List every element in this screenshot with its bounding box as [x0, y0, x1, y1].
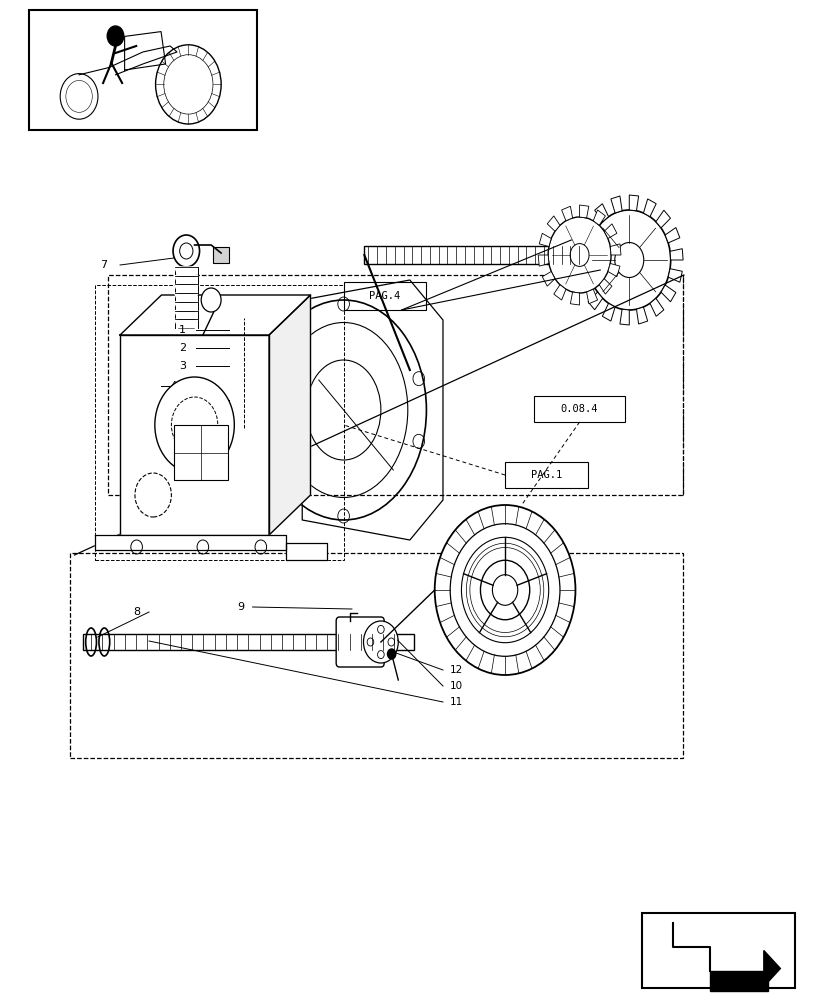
- Polygon shape: [174, 319, 198, 328]
- Polygon shape: [660, 285, 675, 302]
- Bar: [641, 913, 794, 988]
- FancyBboxPatch shape: [336, 617, 384, 667]
- Polygon shape: [601, 303, 614, 321]
- Text: 11: 11: [449, 697, 462, 707]
- Bar: [70, 553, 682, 758]
- Polygon shape: [174, 293, 198, 302]
- Polygon shape: [643, 199, 655, 217]
- Text: 12: 12: [449, 665, 462, 675]
- Polygon shape: [607, 263, 619, 277]
- Circle shape: [171, 397, 218, 453]
- Polygon shape: [710, 970, 767, 990]
- Bar: [504, 462, 587, 488]
- Polygon shape: [664, 228, 679, 243]
- Circle shape: [173, 235, 199, 267]
- Polygon shape: [587, 292, 602, 310]
- Polygon shape: [649, 298, 663, 316]
- Polygon shape: [570, 292, 579, 305]
- Polygon shape: [604, 224, 616, 239]
- Bar: [83, 634, 414, 650]
- Text: PAG.1: PAG.1: [530, 470, 562, 480]
- Polygon shape: [553, 285, 566, 300]
- Bar: [213, 247, 229, 263]
- Polygon shape: [120, 295, 310, 335]
- Text: 2: 2: [179, 343, 186, 353]
- Ellipse shape: [229, 340, 258, 356]
- Bar: [161, 376, 186, 396]
- Circle shape: [547, 217, 610, 293]
- Polygon shape: [538, 233, 551, 247]
- Circle shape: [387, 649, 395, 659]
- Circle shape: [201, 288, 221, 312]
- Text: 8: 8: [133, 607, 141, 617]
- Polygon shape: [120, 335, 269, 535]
- Polygon shape: [609, 244, 620, 255]
- Text: PAG.4: PAG.4: [369, 291, 400, 301]
- Polygon shape: [174, 311, 198, 319]
- Polygon shape: [669, 249, 682, 260]
- Polygon shape: [269, 295, 310, 535]
- Polygon shape: [174, 276, 198, 284]
- Bar: [95, 285, 343, 560]
- Bar: [108, 275, 682, 495]
- Polygon shape: [629, 195, 638, 211]
- Circle shape: [570, 244, 588, 266]
- Polygon shape: [542, 271, 554, 286]
- Polygon shape: [592, 210, 605, 225]
- Circle shape: [108, 26, 124, 46]
- Text: 4: 4: [170, 381, 177, 391]
- Polygon shape: [610, 196, 621, 213]
- Circle shape: [434, 505, 575, 675]
- Polygon shape: [538, 255, 548, 266]
- Circle shape: [135, 473, 171, 517]
- Text: 10: 10: [449, 681, 462, 691]
- Text: 4: 4: [179, 381, 186, 391]
- Polygon shape: [636, 307, 647, 324]
- Polygon shape: [174, 302, 198, 311]
- Polygon shape: [599, 279, 611, 294]
- Polygon shape: [762, 950, 779, 986]
- Bar: [29, 10, 256, 130]
- Circle shape: [363, 621, 398, 663]
- Polygon shape: [578, 277, 593, 292]
- Circle shape: [614, 242, 643, 277]
- Polygon shape: [655, 210, 670, 228]
- Polygon shape: [95, 535, 327, 560]
- Text: 6: 6: [179, 415, 186, 425]
- Text: 9: 9: [237, 602, 244, 612]
- Polygon shape: [174, 284, 198, 293]
- Polygon shape: [576, 238, 590, 251]
- Bar: [174, 425, 227, 480]
- Text: 1: 1: [179, 325, 186, 335]
- Polygon shape: [561, 206, 572, 221]
- Polygon shape: [586, 289, 597, 304]
- Circle shape: [492, 575, 517, 605]
- Text: 7: 7: [100, 260, 108, 270]
- Text: 0.08.4: 0.08.4: [560, 404, 598, 414]
- Polygon shape: [582, 218, 597, 235]
- Polygon shape: [575, 260, 588, 271]
- Polygon shape: [174, 267, 198, 276]
- Polygon shape: [667, 269, 681, 282]
- Bar: [343, 282, 426, 310]
- Circle shape: [587, 210, 670, 310]
- Circle shape: [155, 377, 234, 473]
- Circle shape: [461, 537, 548, 643]
- Text: 5: 5: [179, 395, 186, 405]
- Ellipse shape: [237, 344, 251, 352]
- Text: 3: 3: [179, 361, 186, 371]
- Bar: [533, 396, 624, 422]
- Polygon shape: [619, 309, 629, 325]
- Polygon shape: [579, 205, 588, 218]
- Circle shape: [450, 524, 559, 656]
- Polygon shape: [547, 216, 559, 231]
- Circle shape: [480, 560, 529, 620]
- Polygon shape: [594, 204, 608, 222]
- Bar: [364, 246, 591, 264]
